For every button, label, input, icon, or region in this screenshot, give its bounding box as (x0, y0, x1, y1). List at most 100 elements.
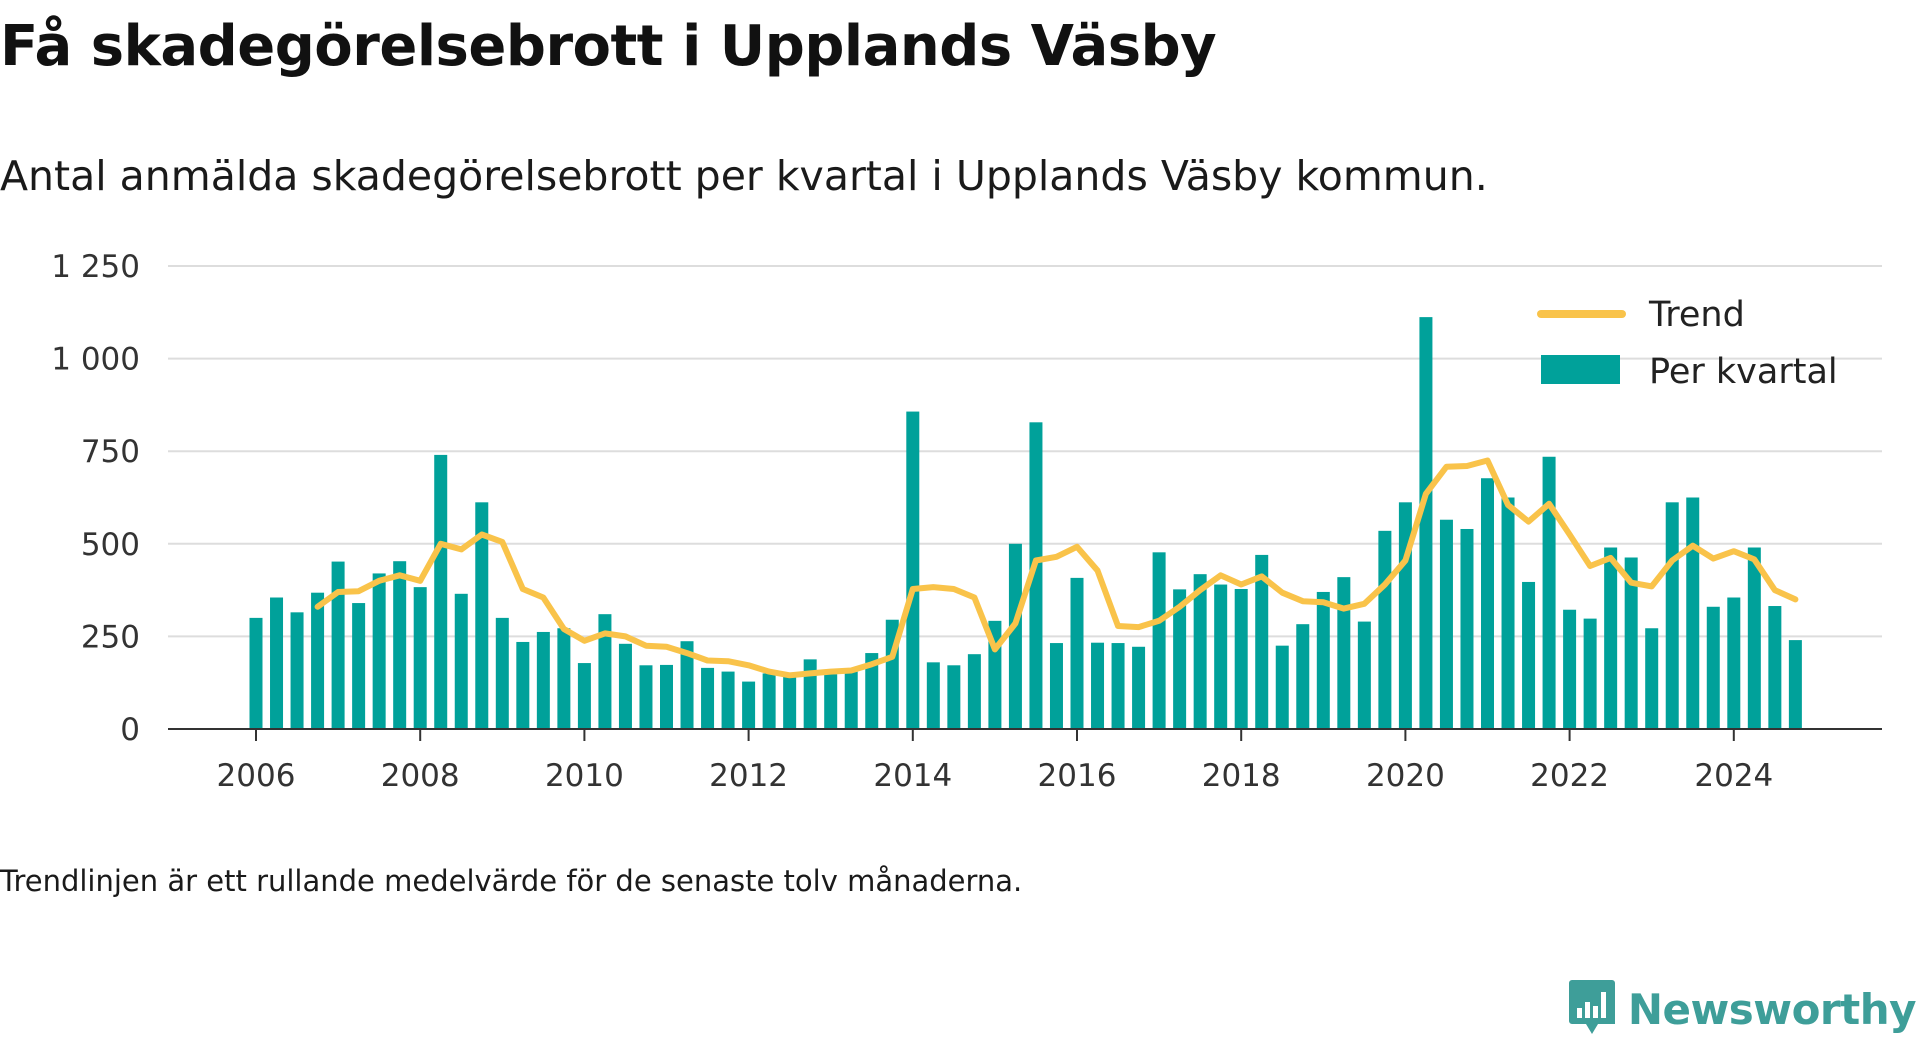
bar (824, 674, 838, 729)
bar (1439, 519, 1453, 729)
bar (1214, 584, 1228, 729)
bar (680, 641, 694, 729)
bar (1008, 543, 1022, 729)
bar (454, 593, 468, 729)
bar (1337, 577, 1351, 729)
bar (865, 653, 879, 729)
bar (270, 597, 284, 729)
bar (947, 665, 961, 729)
bar (618, 643, 632, 729)
legend-label-per-kvartal: Per kvartal (1649, 352, 1838, 392)
bar (1501, 497, 1515, 729)
y-tick-label: 750 (81, 434, 140, 470)
bar (1316, 591, 1330, 729)
x-tick-label: 2024 (1694, 758, 1773, 794)
bar (1522, 581, 1536, 729)
bar (660, 664, 673, 729)
bar (352, 603, 366, 729)
bar (372, 573, 386, 729)
x-tick-label: 2010 (545, 758, 624, 794)
legend-label-trend: Trend (1648, 295, 1745, 335)
bar (762, 673, 776, 729)
bar (1049, 643, 1063, 729)
line-series-trend (314, 457, 1799, 679)
bar (249, 617, 263, 729)
bar (1604, 547, 1618, 729)
bar (475, 502, 489, 729)
bar (290, 612, 304, 729)
bar (1481, 478, 1494, 729)
bar (393, 561, 407, 729)
bar-series-per-kvartal (249, 317, 1802, 729)
footnote: Trendlinjen är ett rullande medelvärde f… (0, 864, 1023, 898)
x-tick-label: 2020 (1366, 758, 1445, 794)
bar (557, 628, 571, 729)
trend-line (314, 457, 1799, 679)
newsworthy-logo-icon (1568, 978, 1616, 1040)
bar (1132, 646, 1146, 729)
bar (1234, 588, 1248, 729)
legend: Trend Per kvartal (1537, 295, 1838, 392)
x-tick-label: 2018 (1202, 758, 1281, 794)
bar (1645, 628, 1659, 729)
bar (1665, 502, 1679, 729)
chart-title: Få skadegörelsebrott i Upplands Väsby (0, 14, 1217, 79)
bar (844, 671, 858, 729)
x-tick-label: 2008 (381, 758, 460, 794)
bar (1624, 557, 1638, 729)
bar (721, 671, 735, 729)
bar (1686, 497, 1700, 729)
bar (1460, 528, 1474, 729)
bar (1542, 456, 1556, 729)
bar (967, 654, 981, 729)
x-tick-label: 2022 (1530, 758, 1609, 794)
bar (639, 665, 653, 729)
bar (434, 454, 448, 729)
x-tick-label: 2014 (873, 758, 952, 794)
bar (1173, 589, 1187, 729)
bar (1419, 317, 1433, 729)
y-tick-label: 0 (120, 712, 140, 748)
chart-area: 0 250 500 750 1 000 1 250 2006 2008 2010 2012 2014… (51, 249, 1882, 794)
bar (1111, 643, 1125, 729)
bar (1357, 621, 1371, 729)
x-tick-label: 2016 (1038, 758, 1117, 794)
bar (926, 662, 940, 729)
bar (516, 641, 530, 729)
bar (1727, 597, 1741, 729)
bar (1706, 606, 1720, 729)
y-tick-label: 1 250 (51, 249, 140, 285)
chart-subtitle: Antal anmälda skadegörelsebrott per kvar… (0, 152, 1488, 200)
x-tick-label: 2012 (709, 758, 788, 794)
bar (1788, 640, 1802, 729)
bar (1296, 624, 1310, 729)
axes: 0 250 500 750 1 000 1 250 2006 2008 2010 2012 2014… (51, 249, 1882, 794)
legend-swatch-per-kvartal (1541, 355, 1620, 384)
bar (577, 663, 591, 729)
bar (1193, 574, 1207, 729)
bar (495, 617, 509, 729)
newsworthy-logo-text: Newsworthy (1627, 984, 1917, 1034)
bar (331, 561, 345, 729)
bar (1747, 547, 1761, 729)
bar (803, 659, 817, 729)
bar (906, 411, 920, 729)
bar (1255, 554, 1269, 729)
bar (1070, 577, 1084, 729)
y-tick-label: 1 000 (51, 342, 140, 378)
bar (1378, 530, 1392, 729)
bar (311, 592, 325, 729)
bar (701, 667, 715, 729)
bar (413, 587, 427, 729)
newsworthy-logo: Newsworthy (1568, 978, 1917, 1040)
bar (742, 681, 756, 729)
bar (1583, 618, 1597, 729)
bar (1152, 552, 1166, 729)
bar (536, 631, 550, 729)
bar (1029, 422, 1043, 729)
bar (1091, 642, 1105, 729)
x-tick-label: 2006 (217, 758, 296, 794)
bar (598, 614, 612, 729)
bar (1563, 609, 1577, 729)
y-tick-label: 250 (81, 619, 140, 655)
